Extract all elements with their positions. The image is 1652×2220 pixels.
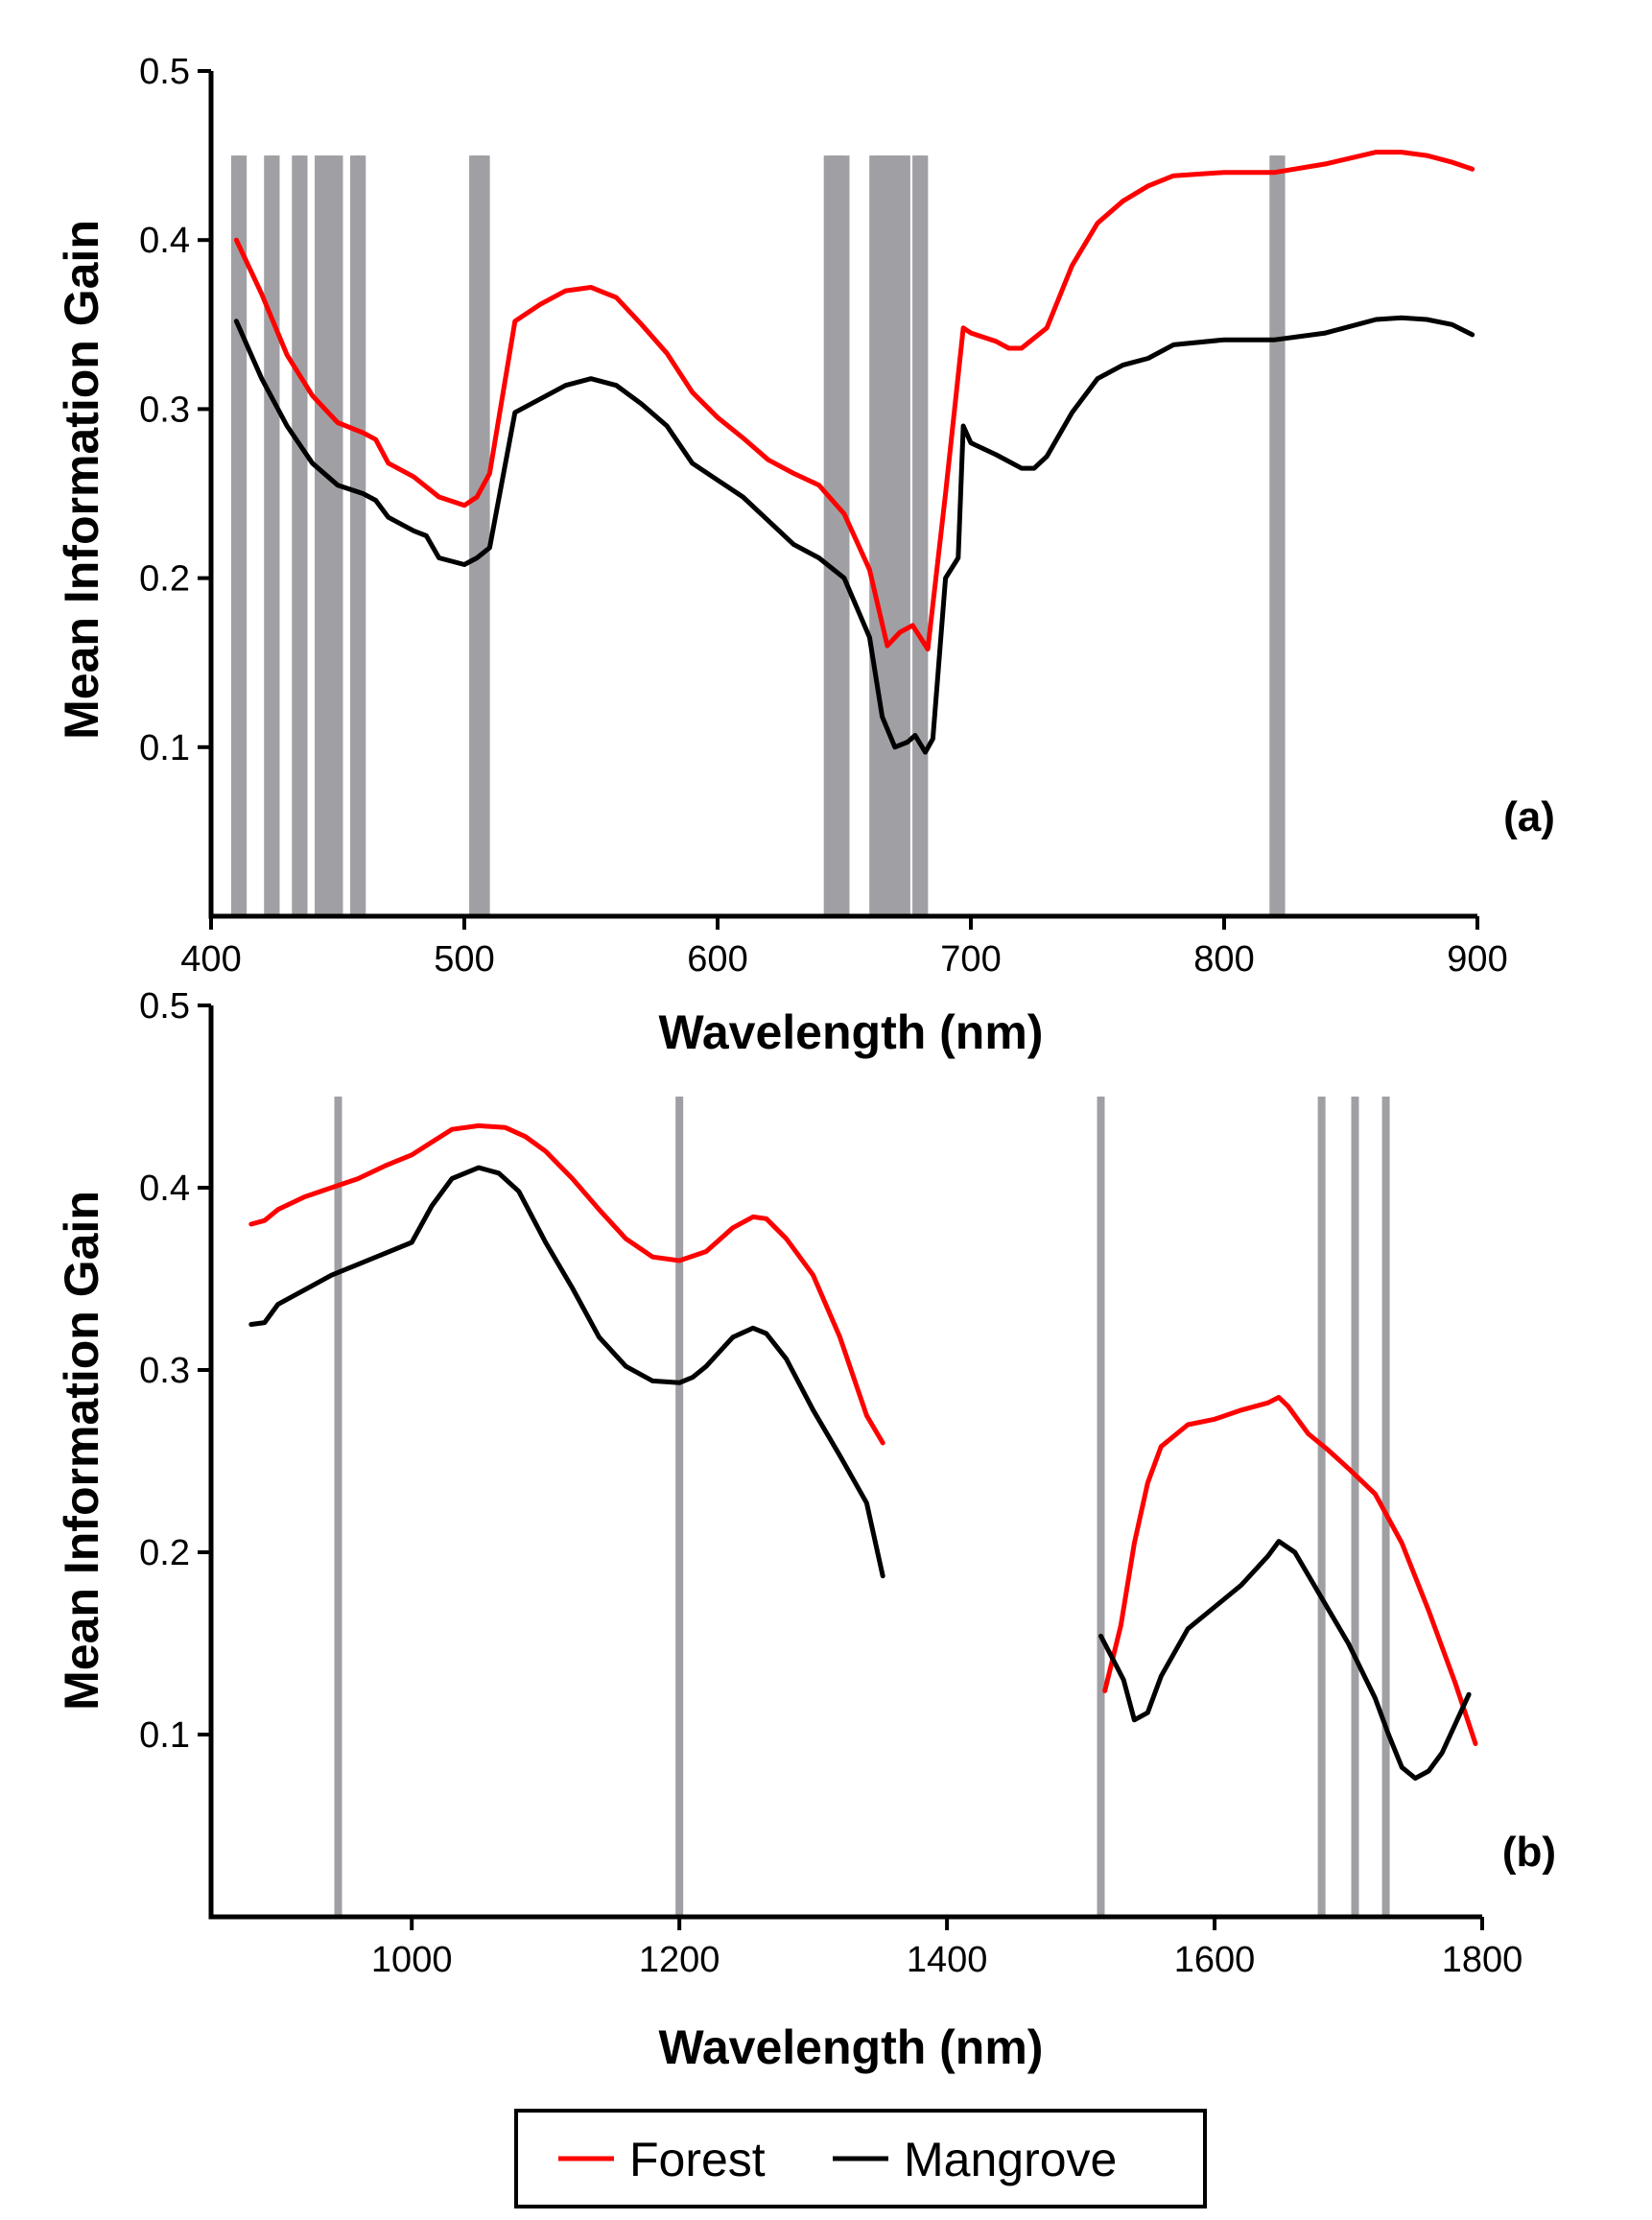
legend-label-mangrove: Mangrove [904,2133,1117,2186]
selected-bands-b [334,1097,1390,1917]
legend: Forest Mangrove [514,2109,1207,2208]
selected-band-b-0 [334,1097,342,1917]
y-tick-label-a-4: 0.5 [139,52,190,92]
selected-band-a-11 [355,155,366,917]
panel-label-b: (b) [1502,1829,1556,1876]
axes-b [208,1005,1482,1920]
selected-band-b-3 [1317,1097,1326,1917]
x-tick-label-a-1: 500 [434,939,494,980]
selected-band-a-9 [332,155,343,917]
series-line-mangrove-b-1 [1098,1539,1472,1782]
y-tick-label-a-2: 0.3 [139,390,190,430]
selected-band-a-25 [899,155,910,917]
x-axis-title-b: Wavelength (nm) [659,2020,1044,2074]
x-tick-label-a-3: 700 [940,939,1001,980]
x-tick-label-a-2: 600 [687,939,747,980]
series-line-forest-a-0 [233,150,1475,652]
x-tick-label-b-4: 1800 [1442,1940,1523,1980]
selected-band-b-2 [1097,1097,1105,1917]
chart-panel-a: 0.1 0.2 0.3 0.4 0.5 400 500 600 700 800 900 Wavele… [55,52,1555,1059]
y-tick-label-a-1: 0.2 [139,559,190,600]
x-tick-label-a-5: 900 [1447,939,1507,980]
y-tick-label-b-0: 0.1 [139,1715,190,1756]
panel-label-a: (a) [1503,793,1555,840]
x-tick-label-a-0: 400 [180,939,241,980]
selected-band-a-7 [319,155,331,917]
selected-band-a-14 [479,155,490,917]
series-lines-b [248,1122,1478,1782]
ticks-a: 0.1 0.2 0.3 0.4 0.5 400 500 600 700 800 900 [139,52,1508,980]
y-tick-label-b-2: 0.3 [139,1351,190,1391]
x-axis-title-a: Wavelength (nm) [659,1005,1044,1059]
legend-label-forest: Forest [629,2133,766,2186]
y-tick-label-b-1: 0.2 [139,1533,190,1573]
y-tick-label-a-0: 0.1 [139,728,190,768]
y-tick-label-a-3: 0.4 [139,221,190,261]
y-tick-label-b-3: 0.4 [139,1169,190,1209]
selected-band-a-5 [296,155,308,917]
y-tick-label-b-4: 0.5 [139,986,190,1027]
ticks-b: 0.1 0.2 0.3 0.4 0.5 1000 1200 1400 1600 1800 [139,986,1522,1980]
selected-band-b-5 [1381,1097,1390,1917]
y-axis-title-b: Mean Information Gain [55,1191,108,1711]
series-line-forest-b-0 [248,1122,885,1446]
axes-a [208,71,1477,919]
selected-band-a-27 [917,155,929,917]
series-line-forest-b-1 [1102,1395,1478,1746]
y-axis-title-a: Mean Information Gain [55,220,108,740]
x-tick-label-b-0: 1000 [371,1940,453,1980]
x-tick-label-a-4: 800 [1193,939,1254,980]
selected-band-a-29 [1274,155,1286,917]
series-line-mangrove-b-0 [248,1165,885,1579]
x-tick-label-b-3: 1600 [1174,1940,1256,1980]
selected-band-b-4 [1351,1097,1359,1917]
selected-band-a-3 [269,155,280,917]
series-lines-a [233,150,1475,755]
selected-band-b-1 [675,1097,684,1917]
series-line-mangrove-a-0 [233,315,1475,755]
x-tick-label-b-2: 1400 [907,1940,988,1980]
selected-bands-a [230,155,1286,917]
chart-panel-b: 0.1 0.2 0.3 0.4 0.5 1000 1200 1400 1600 1800 Wave… [55,986,1556,2074]
selected-band-a-1 [236,155,248,917]
x-tick-label-b-1: 1200 [639,1940,720,1980]
selected-band-a-18 [838,155,850,917]
